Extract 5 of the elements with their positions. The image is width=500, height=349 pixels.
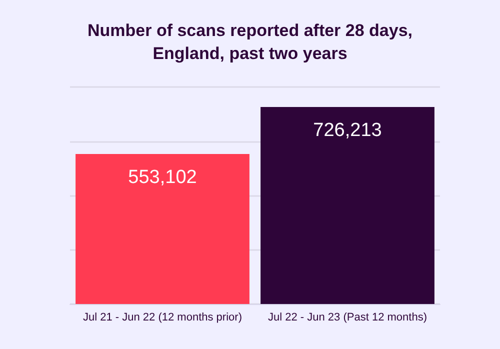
x-tick-label: Jul 21 - Jun 22 (12 months prior) [83, 312, 242, 324]
chart-title: Number of scans reported after 28 days, England, past two years [87, 21, 413, 63]
x-tick-label: Jul 22 - Jun 23 (Past 12 months) [268, 312, 427, 324]
data-label: 553,102 [128, 166, 197, 188]
data-label: 726,213 [313, 120, 382, 142]
